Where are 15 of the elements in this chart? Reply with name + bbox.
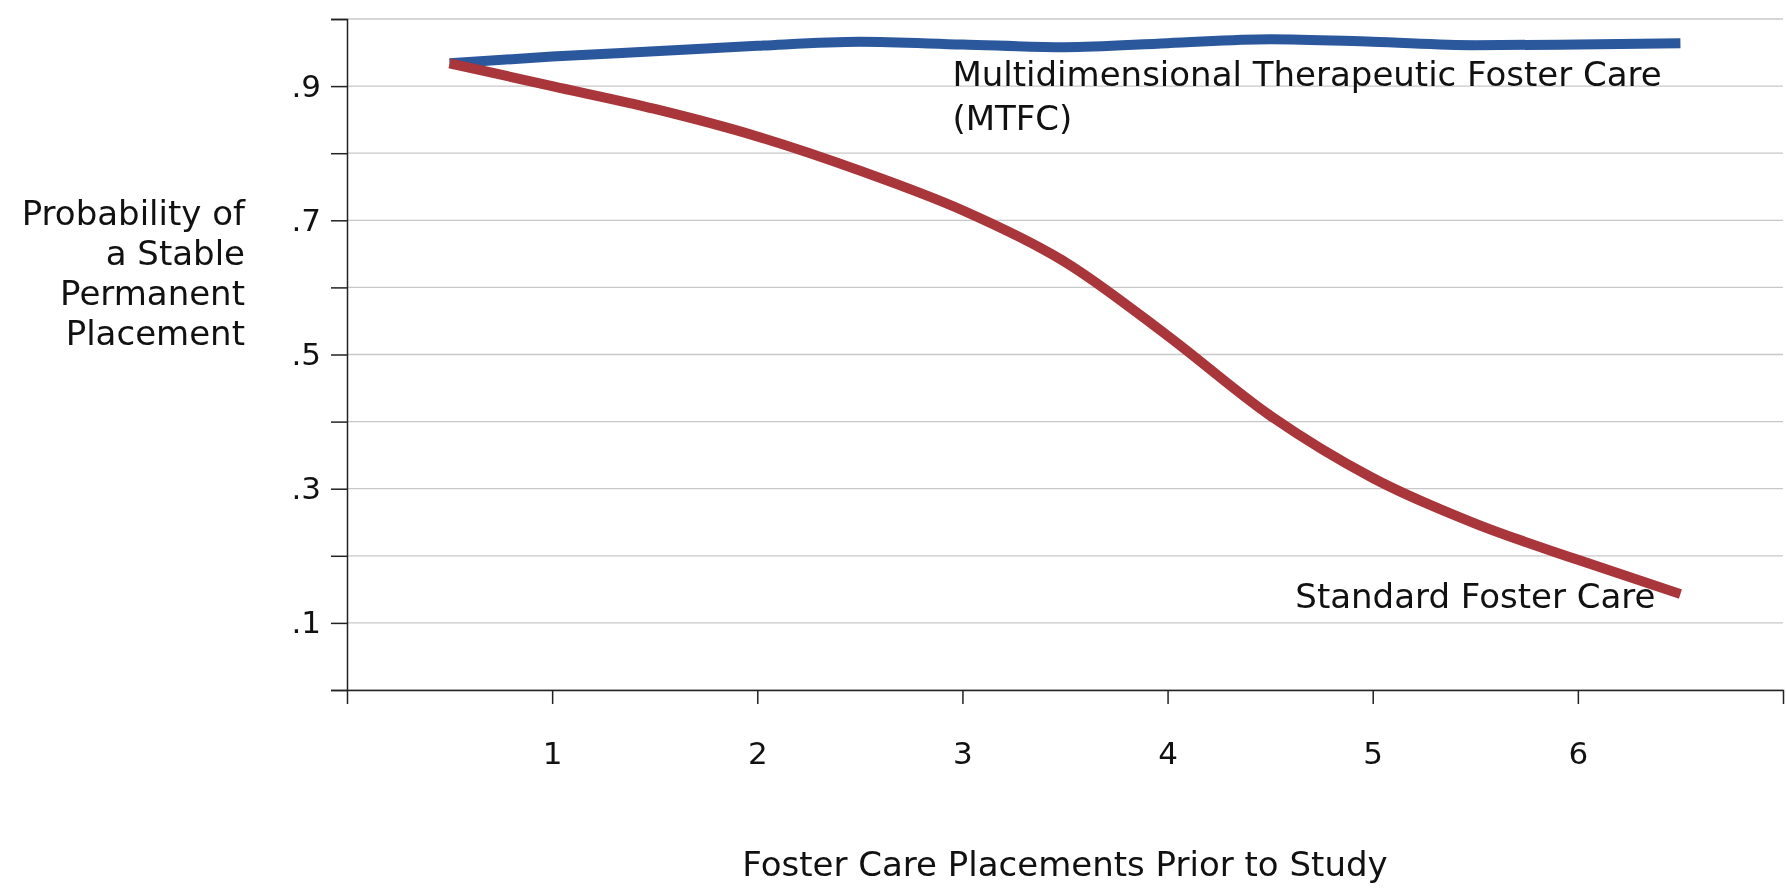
x-tick-label: 4 [1158, 735, 1178, 772]
x-tick-label: 3 [953, 735, 973, 772]
series-label: Multidimensional Therapeutic Foster Care (MTFC) [952, 54, 1662, 139]
y-axis-title: Probability of a Stable Permanent Placement [21, 193, 247, 353]
x-axis-title: Foster Care Placements Prior to Study [742, 844, 1388, 884]
y-tick-label: .1 [291, 604, 321, 641]
y-tick-label: .7 [291, 201, 321, 238]
x-tick-label: 2 [747, 735, 768, 772]
x-tick-label: 6 [1568, 735, 1589, 772]
x-tick-label: 5 [1363, 735, 1384, 772]
series-label: Standard Foster Care [1295, 576, 1656, 617]
y-tick-label: .9 [291, 67, 321, 104]
y-tick-label: .3 [291, 470, 321, 507]
x-tick-label: 1 [542, 735, 563, 772]
y-tick-label: .5 [291, 335, 321, 372]
